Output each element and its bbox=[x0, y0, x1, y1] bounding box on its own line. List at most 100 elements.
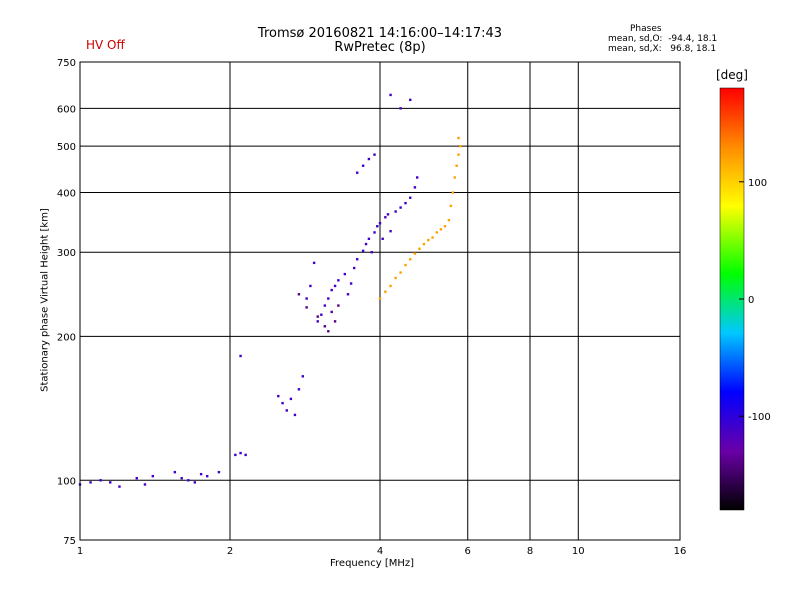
data-point bbox=[289, 397, 293, 401]
data-point bbox=[327, 330, 330, 333]
data-point bbox=[118, 485, 121, 488]
x-tick-label: 2 bbox=[227, 546, 233, 557]
data-point bbox=[364, 242, 368, 246]
data-point bbox=[337, 279, 340, 282]
data-point bbox=[281, 401, 284, 405]
data-point bbox=[301, 375, 305, 378]
data-point bbox=[285, 409, 288, 412]
data-point bbox=[205, 474, 209, 478]
data-point bbox=[418, 247, 421, 250]
data-point bbox=[333, 284, 337, 288]
data-point bbox=[109, 481, 112, 484]
y-tick-label: 600 bbox=[57, 104, 76, 115]
data-point bbox=[297, 388, 301, 391]
data-point bbox=[239, 451, 242, 455]
data-point bbox=[384, 290, 387, 293]
data-point bbox=[386, 213, 390, 216]
data-point bbox=[373, 153, 376, 156]
data-point bbox=[297, 293, 301, 296]
data-point bbox=[404, 201, 407, 205]
x-tick-label: 6 bbox=[465, 546, 471, 557]
x-tick-label: 4 bbox=[377, 546, 383, 557]
data-point bbox=[323, 304, 327, 307]
y-tick-label: 750 bbox=[57, 58, 76, 69]
data-point bbox=[422, 242, 426, 246]
data-point bbox=[367, 157, 371, 161]
data-point bbox=[399, 107, 402, 110]
data-point bbox=[449, 204, 453, 208]
data-point bbox=[352, 266, 356, 270]
data-point bbox=[361, 164, 365, 167]
hv-status: HV Off bbox=[86, 38, 125, 52]
data-point bbox=[409, 98, 412, 102]
data-point bbox=[135, 477, 138, 480]
data-point bbox=[99, 479, 102, 482]
data-point bbox=[312, 261, 316, 265]
data-point bbox=[151, 474, 155, 478]
data-point bbox=[89, 481, 92, 484]
data-point bbox=[378, 297, 382, 300]
data-point bbox=[381, 237, 384, 241]
data-point bbox=[378, 222, 382, 225]
y-tick-label: 300 bbox=[57, 248, 76, 259]
data-point bbox=[399, 206, 402, 209]
x-tick-label: 1 bbox=[77, 546, 83, 557]
data-point bbox=[180, 477, 183, 480]
x-axis-label: Frequency [MHz] bbox=[330, 558, 415, 569]
phases-title: Phases bbox=[630, 24, 662, 34]
data-point bbox=[409, 196, 412, 199]
data-point bbox=[443, 225, 447, 228]
y-tick-label: 400 bbox=[57, 188, 76, 199]
data-point bbox=[389, 284, 392, 288]
data-point bbox=[337, 304, 340, 307]
axis-ticks: 1 2 4 6 8 10 16 75 100 200 300 400 500 600 750 bbox=[57, 58, 686, 557]
data-point bbox=[415, 176, 419, 179]
data-point bbox=[346, 293, 350, 296]
y-tick-label: 100 bbox=[57, 476, 76, 487]
data-point bbox=[333, 320, 337, 323]
y-tick-label: 75 bbox=[63, 536, 76, 547]
data-point bbox=[399, 271, 402, 274]
data-point bbox=[451, 191, 455, 194]
data-point bbox=[367, 237, 371, 241]
data-point bbox=[447, 219, 451, 222]
data-point bbox=[384, 216, 387, 219]
chart-title: Tromsø 20160821 14:16:00–14:17:43 bbox=[257, 26, 503, 41]
data-point bbox=[327, 297, 330, 300]
data-point bbox=[439, 228, 443, 231]
data-point bbox=[355, 171, 359, 174]
x-tick-label: 10 bbox=[572, 546, 585, 557]
data-point bbox=[457, 153, 460, 156]
data-point bbox=[234, 453, 237, 457]
phases-o-stat: mean, sd,O: -94.4, 18.1 bbox=[608, 34, 718, 44]
y-tick-label: 500 bbox=[57, 142, 76, 153]
data-point bbox=[305, 306, 308, 309]
data-point bbox=[277, 394, 280, 398]
data-point bbox=[404, 263, 407, 267]
data-point bbox=[427, 238, 430, 242]
colorbar-ticks: 100 0 -100 bbox=[739, 178, 771, 423]
data-point bbox=[217, 470, 221, 474]
data-point bbox=[323, 325, 327, 328]
data-point bbox=[361, 249, 365, 253]
x-tick-label: 16 bbox=[674, 546, 687, 557]
data-point bbox=[376, 225, 379, 228]
data-point bbox=[316, 315, 319, 318]
data-point bbox=[309, 284, 312, 288]
data-point bbox=[459, 144, 462, 148]
data-point bbox=[199, 472, 203, 476]
data-point bbox=[457, 136, 460, 140]
data-point bbox=[409, 258, 412, 261]
colorbar-tick-label: 0 bbox=[748, 295, 754, 306]
data-point bbox=[431, 236, 434, 239]
data-point bbox=[455, 164, 458, 167]
data-point bbox=[343, 272, 347, 276]
data-point bbox=[453, 176, 456, 179]
data-point bbox=[316, 320, 319, 323]
data-point bbox=[389, 229, 392, 233]
data-point bbox=[394, 276, 397, 280]
data-point bbox=[143, 483, 147, 486]
data-point bbox=[293, 413, 297, 417]
grid-lines bbox=[79, 61, 681, 541]
